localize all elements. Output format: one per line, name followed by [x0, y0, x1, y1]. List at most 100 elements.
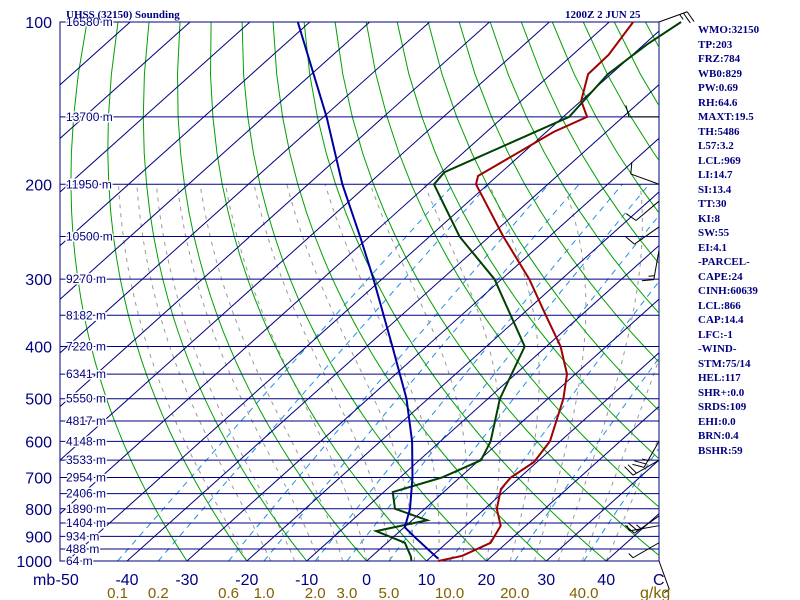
observation-time: 1200Z 2 JUN 25 [565, 9, 641, 21]
stat-item: HEL:117 [698, 372, 741, 384]
wind-barbs [624, 11, 695, 594]
height-label: 3533 m [66, 453, 106, 467]
stat-item: CAPE:24 [698, 270, 743, 283]
moist-adiabat-line [286, 184, 415, 561]
temperature-tick-label: 30 [537, 572, 555, 589]
wind-barb [641, 250, 660, 282]
stat-item: CAP:14.4 [698, 314, 744, 326]
stat-item: STM:75/14 [698, 357, 751, 370]
stat-item: KI:8 [698, 212, 720, 225]
temperature-tick-label: 40 [597, 572, 615, 589]
mixing-ratio-line [583, 447, 659, 561]
height-label: 934 m [66, 529, 99, 543]
pressure-tick-label: 100 [25, 15, 52, 32]
isotherm-line [60, 22, 430, 354]
height-label: 4817 m [66, 414, 106, 428]
pressure-tick-label: 800 [25, 502, 52, 519]
isotherm-line [60, 22, 251, 193]
temperature-tick-label: 10 [418, 572, 436, 589]
isotherm-line [60, 22, 311, 247]
isotherm-line [60, 22, 371, 300]
height-label: 1890 m [66, 502, 106, 516]
stat-item: CINH:60639 [698, 285, 758, 297]
pressure-tick-label: 200 [25, 177, 52, 194]
mixing-ratio-tick-label: 20.0 [500, 585, 529, 600]
stat-item: LFC:-1 [698, 328, 733, 341]
stat-item: WB0:829 [698, 67, 742, 80]
stat-item: TH:5486 [698, 125, 740, 138]
wind-barb [625, 105, 659, 118]
stat-item: SRDS:109 [698, 401, 747, 413]
moist-adiabat-line [118, 184, 248, 561]
moist-adiabat-line [533, 184, 587, 561]
wind-barb [625, 200, 660, 221]
pressure-tick-labels: 100 200 300 400 500 600 700 800 900 1000 [16, 15, 52, 571]
height-labels: 16580 m 13700 m 11950 m 10500 m 9270 m 8182 m… [65, 14, 115, 570]
stat-item: SI:13.4 [698, 183, 732, 196]
isotherm-line [366, 298, 659, 561]
temperature-tick-label: 20 [478, 572, 496, 589]
stat-item: SW:55 [698, 227, 730, 239]
dry-adiabat-line [365, 22, 659, 508]
height-label: 6341 m [66, 367, 106, 381]
wind-barb [626, 525, 660, 532]
isotherm-line [246, 191, 659, 561]
temperature-tick-label: -30 [175, 572, 198, 589]
isotherm-line [186, 137, 659, 561]
moist-adiabat-line [176, 184, 320, 561]
stat-item: LCL:866 [698, 299, 741, 312]
pressure-tick-label: 500 [25, 392, 52, 409]
pressure-unit-label: mb [33, 572, 55, 589]
isotherm-line [486, 405, 659, 561]
isotherm-line [60, 22, 191, 140]
height-label: 64 m [66, 554, 93, 568]
height-label: 7220 m [66, 340, 106, 354]
moist-adiabat-line [488, 184, 540, 561]
parcel-profile-line [296, 21, 439, 560]
wind-barb [630, 161, 660, 185]
mixing-ratio-labels: g/kg 0.1 0.2 0.6 1.0 2.0 3.0 5.0 10.0 20.0 40.0 [107, 585, 670, 600]
height-label: 1404 m [66, 516, 106, 530]
stat-item: WMO:32150 [698, 24, 760, 36]
isotherm-line [545, 459, 659, 561]
x-axis-unit-label: C [653, 572, 665, 589]
dry-adiabat-line [769, 22, 800, 561]
stat-item: SHR+:0.0 [698, 386, 745, 399]
height-label: 2954 m [66, 471, 106, 485]
moist-adiabat-line [605, 436, 659, 561]
mixing-ratio-tick-label: 0.1 [107, 585, 128, 600]
mixing-ratio-tick-label: 40.0 [569, 585, 598, 600]
isotherm-line [60, 22, 490, 408]
wind-barb [658, 560, 670, 594]
temperature-tick-label: -40 [115, 572, 138, 589]
temperature-profile-line [438, 21, 635, 562]
isobars [60, 21, 659, 562]
stat-item: -WIND- [698, 343, 737, 355]
stat-item: LCL:969 [698, 154, 741, 167]
mixing-ratio-tick-label: 0.2 [148, 585, 169, 600]
plot-frame [59, 21, 660, 562]
stat-item: RH:64.6 [698, 96, 738, 109]
isotherm-line [306, 244, 659, 561]
mixing-ratio-tick-label: 0.6 [218, 585, 239, 600]
stat-item: MAXT:19.5 [698, 111, 754, 123]
moist-adiabat-line [199, 184, 344, 561]
plot-area [59, 21, 660, 562]
mixing-ratio-line [117, 183, 454, 561]
stat-item: PW:0.69 [698, 82, 739, 94]
moist-adiabats [118, 184, 659, 561]
mixing-ratio-unit-label: g/kg [640, 585, 670, 600]
dry-adiabat-line [551, 22, 659, 214]
stat-item: LI:14.7 [698, 169, 733, 181]
mixing-ratio-tick-label: 5.0 [378, 585, 399, 600]
wind-barb [624, 226, 660, 245]
pressure-tick-label: 900 [25, 529, 52, 546]
stat-item: FRZ:784 [698, 53, 741, 65]
stat-item: BRN:0.4 [698, 430, 739, 442]
stat-item: EI:4.1 [698, 241, 728, 254]
isotherm-line [60, 22, 610, 515]
moist-adiabat-line [224, 184, 368, 561]
dry-adiabat-line [209, 22, 427, 561]
height-label: 4148 m [66, 434, 106, 448]
height-label: 2406 m [66, 487, 106, 501]
